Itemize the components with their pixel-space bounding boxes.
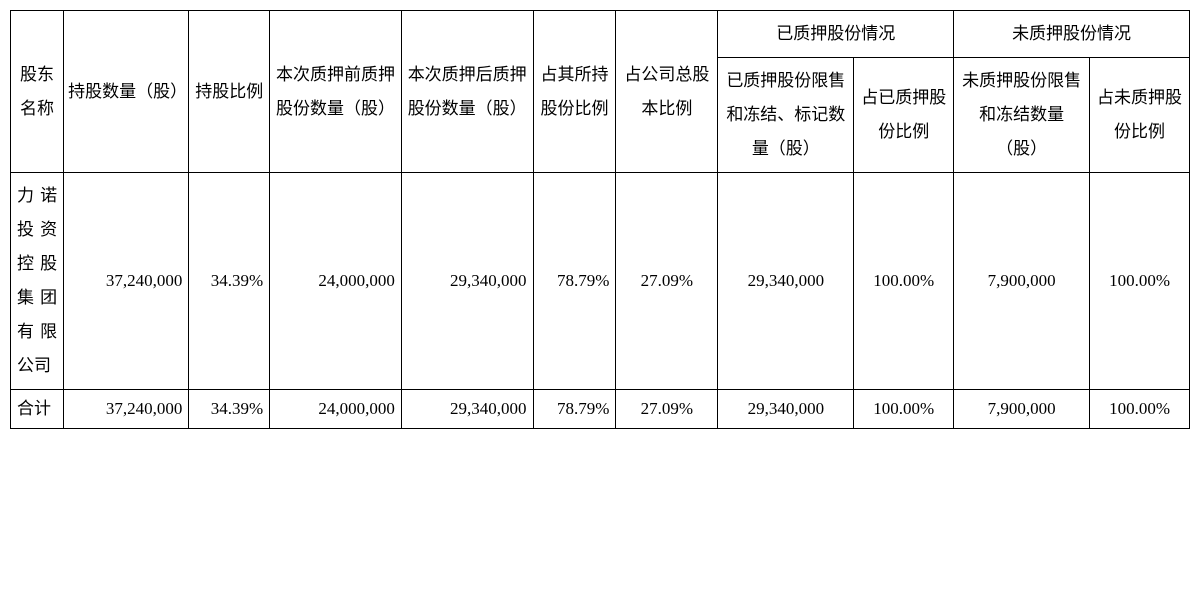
cell-holdings-ratio: 34.39% [189,173,270,390]
cell-total-capital-ratio: 27.09% [616,173,718,390]
col-holdings-qty: 持股数量（股） [64,11,189,173]
col-pledged-ratio: 占已质押股份比例 [854,58,954,173]
col-unpledged-restricted-qty: 未质押股份限售和冻结数量（股） [954,58,1090,173]
cell-shareholder-name: 力诺投资控股集团有限公司 [11,173,64,390]
table-row: 力诺投资控股集团有限公司 37,240,000 34.39% 24,000,00… [11,173,1190,390]
cell-holdings-ratio: 34.39% [189,390,270,429]
col-own-holding-ratio: 占其所持股份比例 [533,11,616,173]
table-row-total: 合计 37,240,000 34.39% 24,000,000 29,340,0… [11,390,1190,429]
table-body: 力诺投资控股集团有限公司 37,240,000 34.39% 24,000,00… [11,173,1190,429]
cell-pre-pledge-qty: 24,000,000 [270,390,402,429]
cell-unpledged-ratio: 100.00% [1090,390,1190,429]
cell-holdings-qty: 37,240,000 [64,390,189,429]
col-pledged-section: 已质押股份情况 [718,11,954,58]
col-pre-pledge-qty: 本次质押前质押股份数量（股） [270,11,402,173]
table-header: 股东名称 持股数量（股） 持股比例 本次质押前质押股份数量（股） 本次质押后质押… [11,11,1190,173]
cell-post-pledge-qty: 29,340,000 [401,390,533,429]
pledge-table: 股东名称 持股数量（股） 持股比例 本次质押前质押股份数量（股） 本次质押后质押… [10,10,1190,429]
cell-unpledged-ratio: 100.00% [1090,173,1190,390]
cell-unpledged-restricted-qty: 7,900,000 [954,173,1090,390]
col-shareholder-name: 股东名称 [11,11,64,173]
cell-pledged-restricted-qty: 29,340,000 [718,390,854,429]
col-unpledged-section: 未质押股份情况 [954,11,1190,58]
col-unpledged-ratio: 占未质押股份比例 [1090,58,1190,173]
cell-unpledged-restricted-qty: 7,900,000 [954,390,1090,429]
col-total-capital-ratio: 占公司总股本比例 [616,11,718,173]
col-pledged-restricted-qty: 已质押股份限售和冻结、标记数量（股） [718,58,854,173]
cell-own-holding-ratio: 78.79% [533,390,616,429]
cell-post-pledge-qty: 29,340,000 [401,173,533,390]
cell-own-holding-ratio: 78.79% [533,173,616,390]
cell-holdings-qty: 37,240,000 [64,173,189,390]
col-post-pledge-qty: 本次质押后质押股份数量（股） [401,11,533,173]
header-row-1: 股东名称 持股数量（股） 持股比例 本次质押前质押股份数量（股） 本次质押后质押… [11,11,1190,58]
cell-pre-pledge-qty: 24,000,000 [270,173,402,390]
col-holdings-ratio: 持股比例 [189,11,270,173]
cell-pledged-ratio: 100.00% [854,173,954,390]
cell-pledged-restricted-qty: 29,340,000 [718,173,854,390]
cell-total-label: 合计 [11,390,64,429]
cell-total-capital-ratio: 27.09% [616,390,718,429]
cell-pledged-ratio: 100.00% [854,390,954,429]
